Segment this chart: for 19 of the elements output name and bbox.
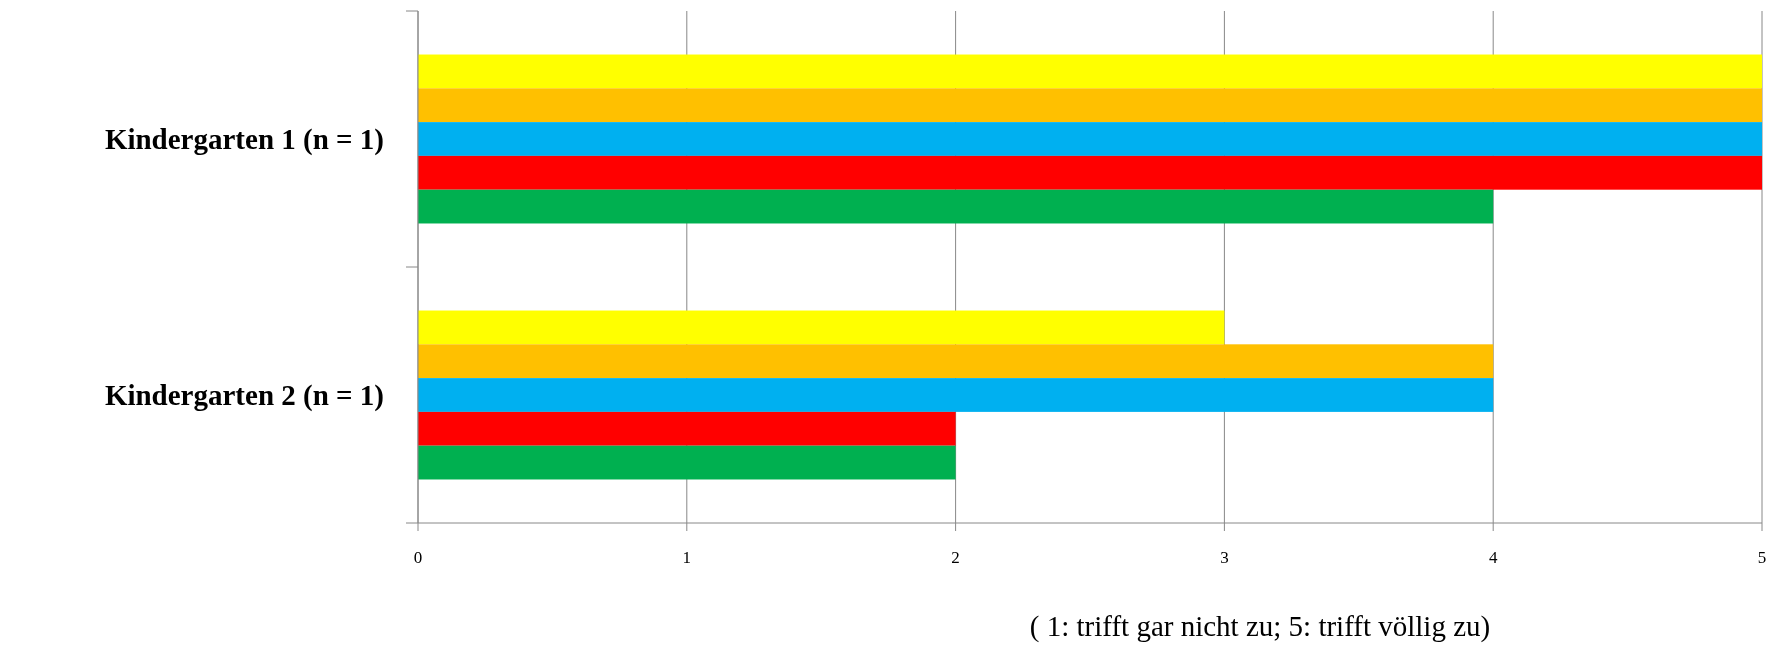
x-tick-label: 5: [1757, 548, 1767, 567]
x-tick-label: 1: [682, 548, 692, 567]
bar: [418, 344, 1494, 379]
x-tick-label: 0: [413, 548, 423, 567]
bar: [418, 310, 1225, 345]
y-tick-label: Kindergarten 1 (n = 1): [104, 123, 384, 157]
y-tick-label: Kindergarten 2 (n = 1): [104, 379, 384, 413]
bar: [418, 88, 1762, 123]
x-tick-label: 4: [1488, 548, 1498, 567]
x-tick-label: 2: [951, 548, 960, 567]
bar: [418, 445, 956, 480]
bar: [418, 54, 1762, 89]
bar: [418, 411, 956, 446]
bar: [418, 189, 1494, 224]
bar: [418, 122, 1762, 156]
bar: [418, 155, 1762, 190]
x-tick-label: 3: [1220, 548, 1229, 567]
bar: [418, 378, 1494, 412]
x-axis-title: ( 1: trifft gar nicht zu; 5: trifft völlig zu): [1029, 610, 1491, 643]
